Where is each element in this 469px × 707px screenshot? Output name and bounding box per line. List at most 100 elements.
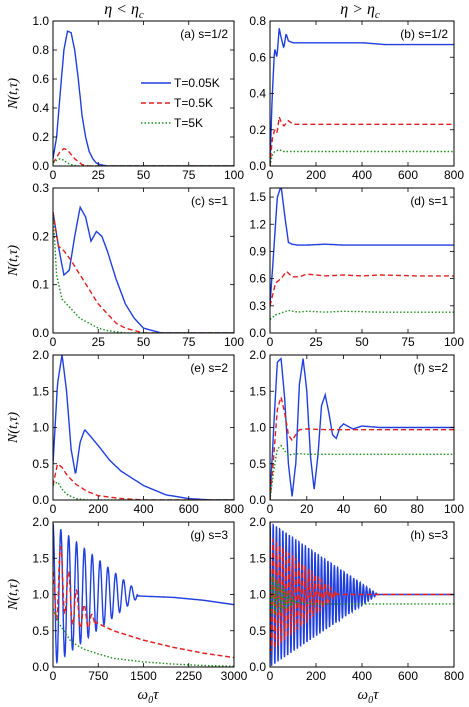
y-axis-label: N(t,τ) <box>6 579 21 611</box>
y-tick-label: 0.5 <box>32 457 49 471</box>
y-tick-label: 1.5 <box>249 190 266 204</box>
x-tick-label: 75 <box>182 335 196 349</box>
x-tick-label: 100 <box>224 168 244 182</box>
series-line <box>270 309 454 320</box>
panel-label: (c) s=1 <box>191 194 228 208</box>
y-tick-label: 0.6 <box>32 72 49 86</box>
x-tick-label: 800 <box>224 502 244 516</box>
y-tick-label: 0.5 <box>249 457 266 471</box>
y-tick-label: 0.4 <box>249 87 266 101</box>
x-tick-label: 0 <box>50 669 57 683</box>
column-title-right: η > ηc <box>340 1 380 21</box>
y-tick-label: 0.0 <box>32 493 49 507</box>
axis-frame <box>52 354 235 501</box>
x-tick-label: 0 <box>50 168 57 182</box>
legend-label: T=0.05K <box>174 76 220 90</box>
x-tick-label: 75 <box>401 335 415 349</box>
y-tick-label: 1.2 <box>249 217 266 231</box>
x-tick-label: 80 <box>411 502 425 516</box>
x-tick-label: 400 <box>352 669 372 683</box>
panel-6: 0 750 1500 2250 3000 0.0 0.5 1.0 1.5 2.0 (g) s=3 N(… <box>6 515 248 683</box>
y-tick-label: 2.0 <box>249 515 266 529</box>
axis-frame <box>52 521 235 668</box>
x-tick-label: 0 <box>267 335 274 349</box>
y-tick-label: 2.0 <box>32 348 49 362</box>
panel-2: 0 25 50 75 100 0.0 0.1 0.2 0.3 (c) s=1 N(t,τ) <box>6 181 244 349</box>
x-tick-label: 600 <box>179 502 199 516</box>
y-tick-label: 0.4 <box>32 101 49 115</box>
x-tick-label: 75 <box>182 168 196 182</box>
y-tick-label: 0.0 <box>32 326 49 340</box>
series-line <box>270 114 454 166</box>
panel-4: 0 200 400 600 800 0.0 0.5 1.0 1.5 2.0 (e) s=2 N(t,τ… <box>6 348 244 516</box>
x-tick-label: 600 <box>398 669 418 683</box>
series-line <box>53 212 234 333</box>
y-tick-label: 1.0 <box>32 588 49 602</box>
x-tick-label: 100 <box>444 335 464 349</box>
x-tick-label: 200 <box>306 168 326 182</box>
y-tick-label: 0.3 <box>32 181 49 195</box>
y-tick-label: 0.5 <box>32 624 49 638</box>
legend-label: T=0.5K <box>174 96 213 110</box>
x-tick-label: 3000 <box>221 669 248 683</box>
x-tick-label: 200 <box>306 669 326 683</box>
series-line <box>53 212 234 333</box>
y-axis-label: N(t,τ) <box>6 412 21 444</box>
series-line <box>270 394 454 500</box>
y-tick-label: 0.9 <box>249 244 266 258</box>
series-line <box>53 462 234 500</box>
x-tick-label: 750 <box>88 669 108 683</box>
x-tick-label: 25 <box>92 335 106 349</box>
y-tick-label: 0.3 <box>249 299 266 313</box>
y-tick-label: 0.5 <box>249 624 266 638</box>
x-tick-label: 100 <box>444 502 464 516</box>
column-title-left: η < ηc <box>104 1 144 21</box>
series-line <box>270 28 454 166</box>
y-tick-label: 0.0 <box>32 159 49 173</box>
x-tick-label: 0 <box>267 502 274 516</box>
y-tick-label: 1.0 <box>249 588 266 602</box>
x-tick-label: 50 <box>137 168 151 182</box>
series-line <box>53 205 234 333</box>
x-tick-label: 25 <box>92 168 106 182</box>
x-axis-label-left: ω0τ <box>138 687 160 706</box>
y-tick-label: 1.0 <box>32 421 49 435</box>
y-tick-label: 0.1 <box>32 278 49 292</box>
x-tick-label: 200 <box>88 502 108 516</box>
y-tick-label: 0.0 <box>249 493 266 507</box>
x-tick-label: 0 <box>267 669 274 683</box>
x-tick-label: 60 <box>374 502 388 516</box>
x-tick-label: 800 <box>444 669 464 683</box>
series-line <box>270 572 454 616</box>
series-line <box>270 188 454 306</box>
y-tick-label: 0.6 <box>249 50 266 64</box>
panel-label: (e) s=2 <box>190 361 228 375</box>
panel-0: 0 25 50 75 100 0.0 0.2 0.4 0.6 0.8 1.0 (a) s=1/2 N(t… <box>6 14 244 182</box>
y-axis-label: N(t,τ) <box>6 245 21 277</box>
panel-label: (g) s=3 <box>190 528 228 542</box>
x-tick-label: 20 <box>300 502 314 516</box>
y-tick-label: 0.0 <box>249 326 266 340</box>
y-tick-label: 2.0 <box>32 515 49 529</box>
x-axis-label-right: ω0τ <box>358 687 380 706</box>
panel-label: (a) s=1/2 <box>180 27 228 41</box>
y-tick-label: 1.0 <box>32 14 49 28</box>
y-tick-label: 1.5 <box>249 551 266 565</box>
series-line <box>270 270 454 306</box>
y-tick-label: 1.0 <box>249 421 266 435</box>
y-tick-label: 0.0 <box>32 660 49 674</box>
panel-3: 0 25 50 75 100 0.0 0.3 0.6 0.9 1.2 1.5 (d) s=1 <box>249 187 464 349</box>
series-line <box>270 444 454 500</box>
legend: T=0.05K T=0.5K T=5K <box>141 76 220 130</box>
y-tick-label: 1.5 <box>32 551 49 565</box>
y-tick-label: 0.2 <box>32 229 49 243</box>
x-tick-label: 400 <box>352 168 372 182</box>
x-tick-label: 0 <box>50 335 57 349</box>
x-tick-label: 50 <box>355 335 369 349</box>
y-tick-label: 0.8 <box>249 14 266 28</box>
panel-5: 0 20 40 60 80 100 0.0 0.5 1.0 1.5 2.0 (f) s=2 <box>249 348 464 516</box>
x-tick-label: 400 <box>133 502 153 516</box>
x-tick-label: 25 <box>309 335 323 349</box>
series-line <box>270 536 454 652</box>
